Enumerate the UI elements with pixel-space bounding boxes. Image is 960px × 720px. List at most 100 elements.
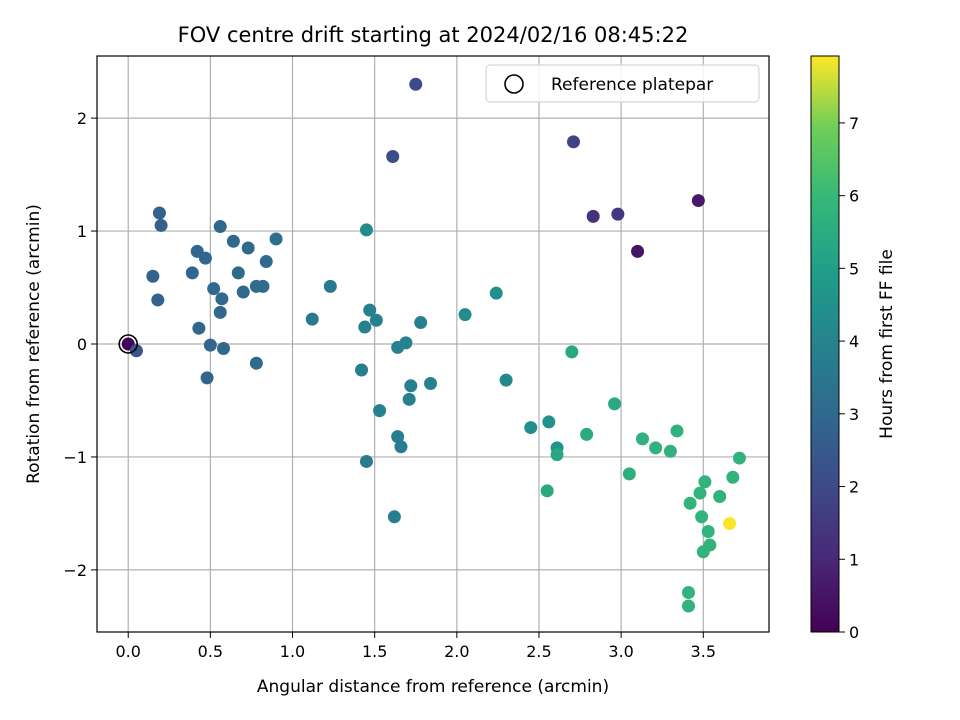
x-tick-label: 1.5	[362, 642, 387, 661]
legend: Reference platepar	[485, 64, 760, 103]
data-point	[213, 220, 227, 234]
data-point	[489, 286, 503, 300]
colorbar-ticks: 0 1 2 3 4 5 6 7	[839, 114, 859, 642]
colorbar-tick-label: 0	[849, 623, 859, 642]
data-point	[703, 538, 717, 552]
colorbar	[810, 55, 840, 633]
colorbar-tick-label: 3	[849, 405, 859, 424]
data-point	[213, 305, 227, 319]
data-point	[359, 454, 373, 468]
data-point	[399, 336, 413, 350]
colorbar-tick-label: 5	[849, 259, 859, 278]
data-point	[540, 484, 554, 498]
x-tick-label: 3.5	[691, 642, 716, 661]
data-point	[499, 373, 513, 387]
data-point	[726, 470, 740, 484]
data-point	[249, 356, 263, 370]
data-point	[631, 244, 645, 258]
x-tick-label: 2.5	[526, 642, 551, 661]
data-point	[723, 517, 737, 531]
data-point	[387, 510, 401, 524]
data-point	[663, 444, 677, 458]
legend-entry-reference: Reference platepar	[551, 75, 713, 95]
data-point	[305, 312, 319, 326]
data-point	[192, 321, 206, 335]
data-point	[550, 448, 564, 462]
data-point	[355, 363, 369, 377]
grid-lines	[97, 56, 769, 632]
data-point	[732, 451, 746, 465]
x-tick-label: 1.0	[280, 642, 305, 661]
colorbar-tick-label: 7	[849, 114, 859, 133]
data-point	[713, 489, 727, 503]
x-tick-label: 2.0	[444, 642, 469, 661]
x-tick-label: 3.0	[608, 642, 633, 661]
data-point	[409, 77, 423, 91]
data-point	[611, 207, 625, 221]
data-point	[586, 209, 600, 223]
colorbar-tick-label: 2	[849, 478, 859, 497]
y-tick-label: 0	[77, 335, 87, 354]
data-point	[683, 496, 697, 510]
colorbar-label: Hours from first FF file	[877, 249, 897, 439]
data-point	[681, 585, 695, 599]
x-tick-label: 0.0	[115, 642, 140, 661]
data-point	[373, 404, 387, 418]
chart-title: FOV centre drift starting at 2024/02/16 …	[178, 23, 689, 47]
y-tick-label: 2	[77, 109, 87, 128]
data-point	[185, 266, 199, 280]
x-axis-label: Angular distance from reference (arcmin)	[257, 677, 609, 697]
data-point	[323, 279, 337, 293]
colorbar-tick-label: 1	[849, 550, 859, 569]
data-point	[698, 475, 712, 489]
data-point	[404, 379, 418, 393]
data-point	[269, 232, 283, 246]
data-point	[458, 308, 472, 322]
data-point	[701, 524, 715, 538]
data-point	[259, 255, 273, 269]
y-tick-label: −2	[63, 561, 87, 580]
data-point	[635, 432, 649, 446]
data-point	[231, 266, 245, 280]
data-point	[369, 313, 383, 327]
data-point	[391, 430, 405, 444]
data-point	[580, 427, 594, 441]
data-point	[198, 251, 212, 265]
legend-box	[485, 64, 760, 103]
data-point	[691, 194, 705, 208]
data-point	[670, 424, 684, 438]
data-point	[256, 279, 270, 293]
reference-marker	[118, 334, 139, 354]
data-point	[226, 234, 240, 248]
data-point	[241, 241, 255, 255]
legend-marker-icon	[504, 74, 524, 94]
data-point	[524, 421, 538, 435]
data-point	[154, 218, 168, 232]
data-point	[359, 223, 373, 237]
data-point	[207, 282, 221, 296]
y-tick-label: −1	[63, 448, 87, 467]
data-point	[414, 316, 428, 330]
data-point	[236, 285, 250, 299]
data-point	[681, 599, 695, 613]
data-point	[358, 320, 372, 334]
data-point	[693, 486, 707, 500]
y-tick-label: 1	[77, 222, 87, 241]
x-axis-ticks: 0.0 0.5 1.0 1.5 2.0 2.5 3.0 3.5	[115, 632, 716, 661]
data-point	[200, 371, 214, 385]
data-point	[402, 392, 416, 406]
data-point	[608, 397, 622, 411]
data-point	[215, 292, 229, 306]
data-point	[542, 415, 556, 429]
y-axis-label: Rotation from reference (arcmin)	[24, 204, 44, 484]
data-point	[565, 345, 579, 359]
data-point	[151, 293, 165, 307]
data-point	[146, 269, 160, 283]
colorbar-tick-label: 4	[849, 332, 859, 351]
data-point	[363, 303, 377, 317]
data-point	[695, 510, 709, 524]
x-tick-label: 0.5	[198, 642, 223, 661]
y-axis-ticks: −2 −1 0 1 2	[63, 109, 97, 580]
data-points	[121, 77, 746, 613]
data-point	[152, 206, 166, 220]
